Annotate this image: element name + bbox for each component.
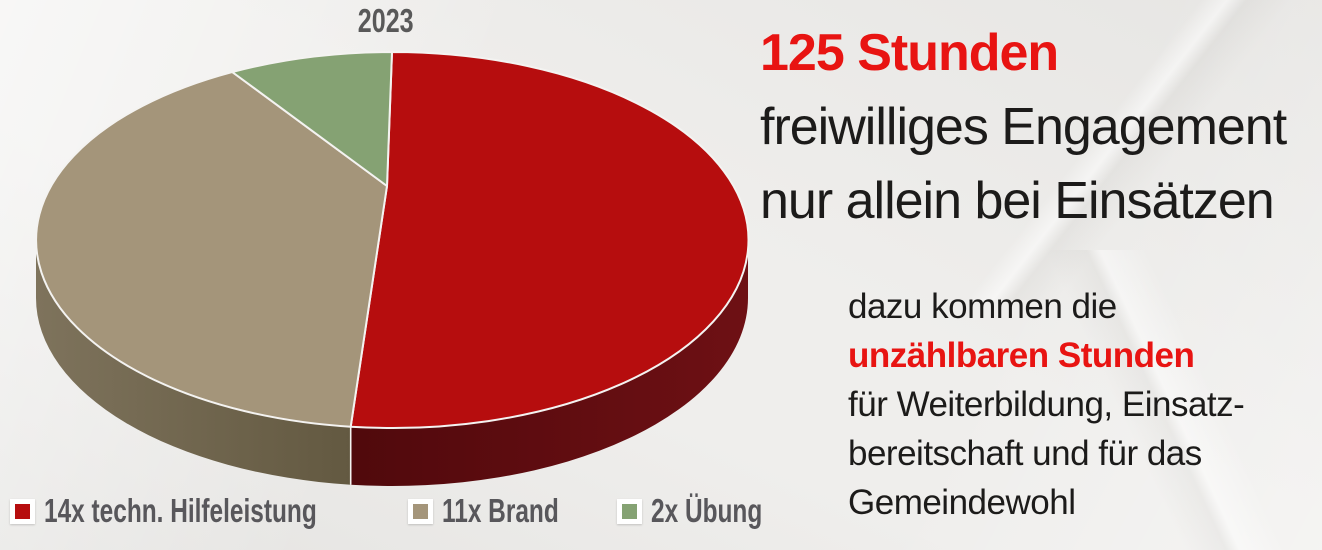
headline-hours: 125 Stunden: [760, 24, 1059, 82]
headline-line2: freiwilliges Engagement: [760, 98, 1287, 156]
chart-title: 2023: [286, 2, 486, 40]
pie-slice-1: [35, 71, 388, 428]
pie-slice-0: [349, 51, 750, 429]
pie-side-1: [36, 240, 351, 485]
headline-line3: nur allein bei Einsätzen: [760, 172, 1275, 230]
pie-slice-2: [231, 51, 393, 187]
chart-title-text: 2023: [358, 2, 414, 39]
note-line4: bereitschaft und für das: [848, 434, 1202, 473]
note-line2-accent: unzählbaren Stunden: [848, 336, 1195, 375]
note-line1: dazu kommen die: [848, 287, 1117, 326]
pie-chart: [35, 51, 750, 486]
pie-side-0: [350, 240, 748, 486]
headline: 125 Stunden freiwilliges Engagement nur …: [760, 16, 1287, 238]
note-line5: Gemeindewohl: [848, 483, 1076, 522]
note-line3: für Weiterbildung, Einsatz-: [848, 385, 1245, 424]
note-block: dazu kommen die unzählbaren Stunden für …: [848, 282, 1245, 527]
